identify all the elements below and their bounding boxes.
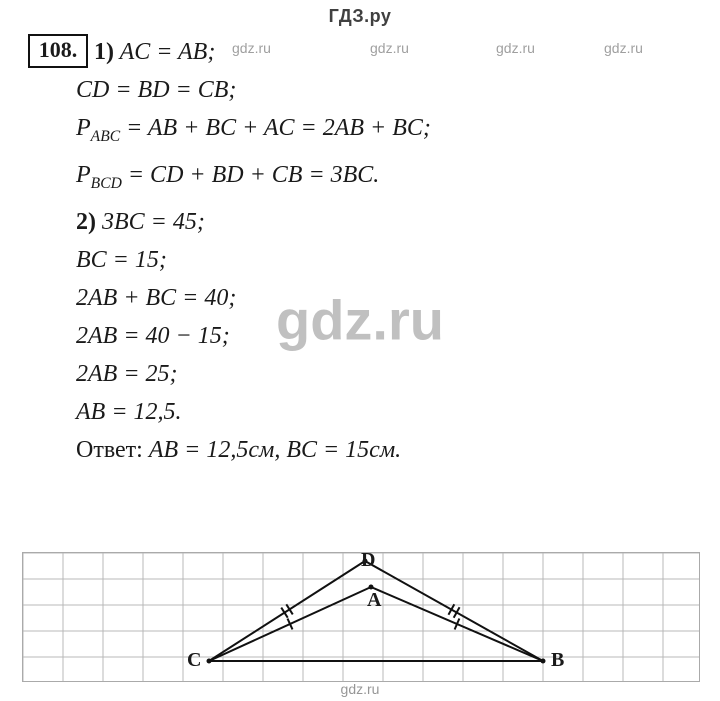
- solution-line: AB = 12,5.: [76, 394, 694, 430]
- math-text: AC = AB;: [120, 39, 216, 65]
- math-text: = AB + BC + AC = 2AB + BC;: [120, 115, 431, 141]
- math-text: AB = 12,5.: [76, 399, 182, 425]
- page-title: ГДЗ.ру: [0, 6, 720, 27]
- solution-line: PABC = AB + BC + AC = 2AB + BC;: [76, 110, 694, 155]
- math-text: BC = 15;: [76, 247, 167, 273]
- answer-line: Ответ: AB = 12,5см, BC = 15см.: [76, 432, 694, 468]
- solution-line: CD = BD = CB;: [76, 72, 694, 108]
- vertex-label-C: C: [187, 649, 201, 672]
- math-text: P: [76, 162, 91, 188]
- math-text: 2AB = 25;: [76, 361, 178, 387]
- vertex-label-B: B: [551, 649, 564, 672]
- diagram-svg: [23, 553, 699, 681]
- solution-line: 2) 3BC = 45;: [76, 204, 694, 240]
- math-text: 2AB + BC = 40;: [76, 285, 236, 311]
- solution-line: PBCD = CD + BD + CB = 3BC.: [76, 157, 694, 202]
- solution-line: 2AB = 40 − 15;: [76, 318, 694, 354]
- problem-number: 108.: [28, 34, 88, 68]
- solution-block: 1) AC = AB; CD = BD = CB; PABC = AB + BC…: [94, 34, 694, 470]
- vertex-label-D: D: [361, 552, 375, 572]
- watermark-bottom: gdz.ru: [341, 681, 380, 697]
- math-text: 2AB = 40 − 15;: [76, 323, 230, 349]
- diagram: D A C B: [22, 552, 700, 682]
- subscript: ABC: [91, 128, 120, 145]
- step-marker: 1): [94, 39, 114, 65]
- solution-line: 2AB + BC = 40;: [76, 280, 694, 316]
- step-marker: 2): [76, 209, 96, 235]
- math-text: = CD + BD + CB = 3BC.: [122, 162, 379, 188]
- answer-body: AB = 12,5см, BC = 15см.: [143, 437, 401, 463]
- answer-label: Ответ:: [76, 437, 143, 463]
- vertex-label-A: A: [367, 589, 381, 612]
- solution-line: 1) AC = AB;: [94, 34, 694, 70]
- solution-line: BC = 15;: [76, 242, 694, 278]
- math-text: P: [76, 115, 91, 141]
- math-text: CD = BD = CB;: [76, 77, 236, 103]
- subscript: BCD: [91, 175, 122, 192]
- math-text: 3BC = 45;: [102, 209, 205, 235]
- solution-line: 2AB = 25;: [76, 356, 694, 392]
